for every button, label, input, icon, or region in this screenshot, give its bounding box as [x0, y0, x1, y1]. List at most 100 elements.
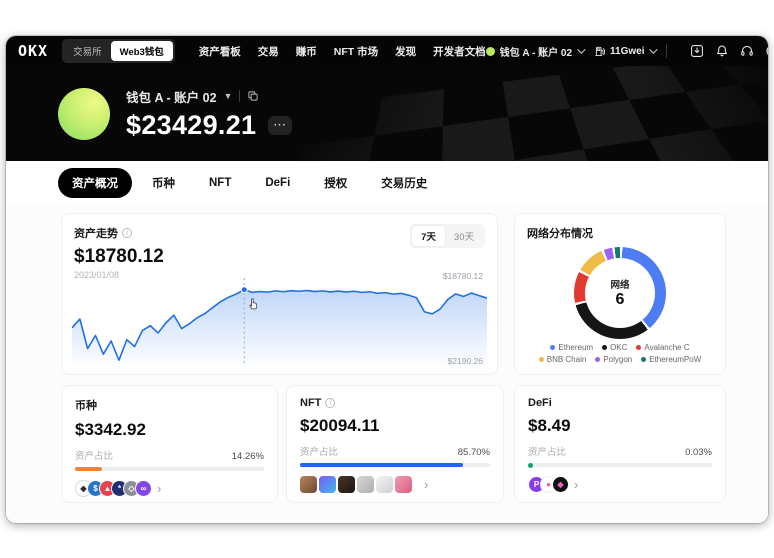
- legend-item-Ethereum: Ethereum: [550, 343, 593, 352]
- network-donut-chart[interactable]: 网络 6: [574, 247, 666, 339]
- defi-icon-row[interactable]: P ● ◆ ›: [528, 476, 712, 493]
- trend-value: $18780.12: [74, 246, 164, 267]
- nft-summary-card[interactable]: NFT i $20094.11 资产占比 85.70% ›: [286, 385, 504, 503]
- legend-dot: [636, 345, 642, 350]
- nft-thumb: [357, 476, 374, 493]
- chevron-right-icon[interactable]: ›: [157, 481, 162, 496]
- divider: [239, 90, 241, 102]
- gas-pump-icon: [594, 45, 606, 58]
- defi-protocol-icon: ◆: [552, 476, 569, 493]
- nav-item[interactable]: 交易: [257, 45, 279, 58]
- trend-hover-date: 2023/01/08: [74, 270, 120, 280]
- trend-line-chart[interactable]: $18780.12 $2190.26: [72, 271, 487, 368]
- progress-track: [300, 463, 490, 467]
- nft-thumb: [319, 476, 336, 493]
- defi-summary-card[interactable]: DeFi $8.49 资产占比 0.03% P ● ◆ ›: [514, 385, 726, 503]
- chart-low-label: $2190.26: [447, 356, 483, 366]
- ratio-percent: 14.26%: [231, 451, 264, 462]
- nav-item[interactable]: 资产看板: [198, 45, 241, 58]
- legend-item-BNB Chain: BNB Chain: [538, 355, 587, 364]
- range-toggle: 7天 30天: [410, 224, 485, 248]
- legend-item-EthereumPoW: EthereumPoW: [641, 355, 701, 364]
- tab-授权[interactable]: 授权: [310, 168, 361, 198]
- legend-name: EthereumPoW: [649, 355, 702, 364]
- legend-dot: [641, 357, 647, 362]
- legend-item-Polygon: Polygon: [595, 355, 632, 364]
- tab-NFT[interactable]: NFT: [195, 170, 245, 196]
- navbar-right: 钱包 A - 账户 02 11Gwei: [485, 44, 768, 59]
- top-navbar: OKX 交易所 Web3钱包 资产看板 交易 赚币 NFT 市场 发现 开发者文档 钱包 …: [6, 36, 768, 66]
- legend-name: BNB Chain: [546, 355, 587, 364]
- tab-币种[interactable]: 币种: [138, 168, 189, 198]
- chevron-down-icon[interactable]: ▼: [223, 91, 233, 101]
- trend-card-title: 资产走势: [74, 228, 118, 240]
- legend-name: Polygon: [603, 355, 633, 364]
- nft-icon-row[interactable]: ›: [300, 476, 490, 493]
- app-window: OKX 交易所 Web3钱包 资产看板 交易 赚币 NFT 市场 发现 开发者文档 钱包 …: [6, 36, 768, 523]
- chevron-right-icon[interactable]: ›: [574, 477, 579, 492]
- info-icon[interactable]: i: [325, 398, 336, 408]
- nav-item[interactable]: 赚币: [295, 45, 317, 58]
- gas-price-label: 11Gwei: [610, 45, 645, 57]
- ratio-label: 资产占比: [300, 447, 339, 458]
- ratio-percent: 85.70%: [457, 447, 490, 458]
- wallet-hero: 钱包 A - 账户 02 ▼ $23429.21 ···: [6, 66, 768, 161]
- product-toggle: 交易所 Web3钱包: [62, 39, 175, 63]
- tab-资产概况[interactable]: 资产概况: [58, 168, 132, 198]
- tab-DeFi[interactable]: DeFi: [251, 170, 304, 196]
- okx-logo: OKX: [18, 42, 49, 60]
- total-balance: $23429.21: [126, 109, 257, 140]
- more-actions-button[interactable]: ···: [268, 115, 293, 135]
- account-selector[interactable]: 钱包 A - 账户 02: [485, 44, 586, 59]
- chevron-right-icon[interactable]: ›: [424, 477, 429, 492]
- wallet-avatar: [58, 87, 110, 140]
- chevron-down-icon: [648, 45, 658, 54]
- info-icon[interactable]: i: [122, 228, 132, 238]
- nft-card-title: NFT: [300, 397, 322, 409]
- coins-summary-card[interactable]: 币种 $3342.92 资产占比 14.26% ◆ $ ▲ * ◇ ∞ ›: [61, 385, 278, 503]
- legend-dot: [595, 357, 601, 362]
- nav-item[interactable]: 开发者文档: [433, 45, 486, 58]
- chart-high-label: $18780.12: [442, 271, 483, 281]
- coins-icon-row[interactable]: ◆ $ ▲ * ◇ ∞ ›: [75, 480, 264, 497]
- coins-value: $3342.92: [75, 420, 146, 439]
- nav-menu: 资产看板 交易 赚币 NFT 市场 发现 开发者文档: [199, 44, 486, 59]
- legend-name: OKC: [610, 343, 628, 352]
- gas-price-selector[interactable]: 11Gwei: [594, 45, 658, 58]
- nft-thumb: [300, 476, 317, 493]
- copy-address-icon[interactable]: [247, 90, 259, 102]
- defi-value: $8.49: [528, 416, 571, 435]
- polygon-token-icon: ∞: [135, 480, 152, 497]
- range-30d-button[interactable]: 30天: [445, 226, 483, 246]
- account-avatar: [485, 46, 495, 56]
- toggle-exchange[interactable]: 交易所: [73, 47, 102, 58]
- ratio-label: 资产占比: [75, 451, 114, 462]
- donut-center: 网络 6: [585, 258, 655, 328]
- nft-thumb: [338, 476, 355, 493]
- nav-item[interactable]: 发现: [395, 45, 417, 58]
- legend-dot: [550, 345, 556, 350]
- language-globe-icon[interactable]: [765, 44, 768, 58]
- donut-center-value: 6: [615, 291, 625, 308]
- support-headset-icon[interactable]: [740, 44, 754, 58]
- notifications-bell-icon[interactable]: [715, 44, 729, 58]
- nft-value: $20094.11: [300, 416, 380, 435]
- legend-dot: [538, 357, 544, 362]
- range-7d-button[interactable]: 7天: [412, 226, 445, 246]
- network-distribution-card: 网络分布情况 网络 6 Ethereum OKC Avalanche C BNB Ch…: [514, 213, 726, 375]
- legend-item-OKC: OKC: [602, 343, 627, 352]
- defi-card-title: DeFi: [528, 397, 552, 409]
- tab-交易历史[interactable]: 交易历史: [367, 168, 441, 198]
- donut-center-label: 网络: [610, 280, 630, 291]
- network-legend: Ethereum OKC Avalanche C BNB Chain Polygon Et…: [527, 343, 713, 364]
- coins-card-title: 币种: [75, 400, 97, 412]
- toggle-web3-wallet[interactable]: Web3钱包: [110, 41, 173, 61]
- nav-item[interactable]: NFT 市场: [333, 45, 379, 58]
- divider: [665, 44, 667, 58]
- chevron-down-icon: [577, 45, 586, 54]
- nft-thumb: [376, 476, 393, 493]
- ratio-percent: 0.03%: [685, 447, 712, 458]
- progress-fill: [75, 467, 102, 471]
- dashboard-content: 资产走势 i $18780.12 2023/01/08 7天 30天 $1878…: [6, 205, 768, 523]
- download-app-icon[interactable]: [690, 44, 704, 58]
